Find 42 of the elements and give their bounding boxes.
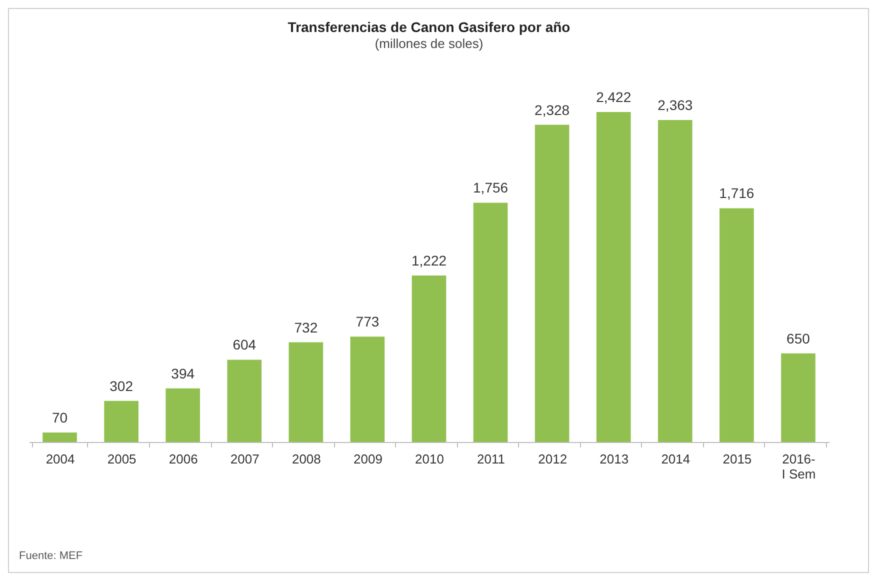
bar [781, 353, 816, 442]
data-label: 394 [171, 365, 195, 382]
bar [534, 124, 570, 442]
x-tick-label: 2016- I Sem [782, 452, 816, 482]
bar [412, 276, 446, 442]
data-label: 2,422 [596, 89, 632, 105]
x-tick-label: 2007 [230, 452, 260, 466]
x-tick-label: 2013 [600, 452, 629, 466]
x-tick-label: 2009 [354, 452, 382, 466]
data-label: 2,328 [534, 102, 570, 118]
chart-title: Transferencias de Canon Gasifero por año [288, 19, 570, 35]
data-label: 70 [52, 409, 68, 426]
bar [658, 120, 692, 442]
bar [227, 360, 262, 442]
bar [473, 202, 508, 442]
bar [350, 336, 385, 442]
x-tick-label: 2010 [415, 452, 444, 466]
data-label: 1,756 [473, 180, 508, 196]
x-tick-label: 2011 [477, 452, 506, 466]
bar [720, 208, 754, 442]
bar [42, 432, 77, 442]
x-tick-label: 2008 [292, 452, 321, 466]
data-label: 2,363 [658, 97, 693, 114]
data-label: 1,716 [719, 185, 754, 202]
bar [104, 400, 138, 442]
x-tick-label: 2014 [661, 452, 690, 466]
data-label: 732 [294, 319, 318, 336]
x-tick-label: 2005 [107, 452, 136, 466]
bar [166, 388, 200, 442]
bar [596, 112, 631, 442]
chart-subtitle: (millones de soles) [374, 36, 484, 51]
bar [288, 342, 324, 442]
x-tick-label: 2015 [722, 452, 752, 466]
data-label: 773 [356, 314, 380, 330]
source-note: Fuente: MEF [19, 550, 83, 562]
x-tick-label: 2012 [538, 452, 568, 466]
x-tick-label: 2004 [46, 452, 75, 466]
data-label: 604 [232, 336, 256, 353]
x-tick-label: 2006 [168, 452, 198, 466]
data-label: 1,222 [411, 252, 447, 268]
data-label: 302 [110, 378, 134, 394]
data-label: 650 [786, 330, 810, 346]
